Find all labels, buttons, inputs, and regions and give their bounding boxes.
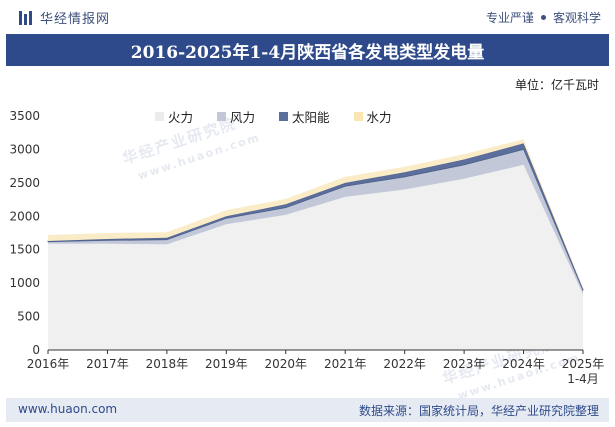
x-tick-label: 2021年 — [324, 357, 367, 371]
legend-label-thermal: 火力 — [168, 110, 194, 125]
x-tick-label: 2024年 — [502, 357, 545, 371]
tagline-dot-icon — [540, 15, 546, 20]
x-tick-label: 2023年 — [443, 357, 486, 371]
y-tick-label: 1500 — [9, 243, 40, 257]
legend-item-solar[interactable]: 太阳能 — [279, 107, 330, 126]
x-tick-label: 1-4月 — [567, 372, 599, 386]
area-thermal — [48, 164, 583, 350]
tagline: 专业严谨 客观科学 — [486, 9, 601, 26]
x-tick-label: 2019年 — [205, 357, 248, 371]
legend: 火力 风力 太阳能 水力 — [155, 107, 416, 126]
legend-swatch-thermal — [155, 112, 164, 121]
y-tick-label: 0 — [32, 343, 40, 357]
chart-area: 0 500 1000 1500 2000 2500 3000 3500 2016年 2017年 20… — [9, 109, 605, 386]
x-tick-label: 2020年 — [265, 357, 308, 371]
y-tick-label: 2000 — [9, 209, 40, 223]
legend-item-thermal[interactable]: 火力 — [155, 107, 193, 126]
unit-label: 单位：亿千瓦时 — [514, 78, 599, 92]
legend-label-wind: 风力 — [230, 110, 256, 125]
x-tick-label: 2017年 — [86, 357, 129, 371]
brand-logo-icon — [19, 10, 32, 25]
tagline-right: 客观科学 — [552, 11, 601, 25]
y-tick-label: 3500 — [9, 109, 40, 123]
title-bar: 2016-2025年1-4月陕西省各发电类型发电量 — [6, 34, 609, 66]
chart-title: 2016-2025年1-4月陕西省各发电类型发电量 — [130, 42, 485, 63]
tagline-left: 专业严谨 — [485, 11, 534, 25]
legend-item-hydro[interactable]: 水力 — [353, 107, 392, 126]
legend-label-solar: 太阳能 — [292, 110, 330, 125]
legend-swatch-solar — [279, 112, 289, 121]
brand-name: 华经情报网 — [40, 12, 111, 27]
footer-url[interactable]: www.huaon.com — [18, 402, 118, 416]
legend-item-wind[interactable]: 风力 — [217, 107, 255, 126]
y-tick-label: 1000 — [9, 276, 40, 290]
x-tick-label: 2018年 — [146, 357, 189, 371]
legend-label-hydro: 水力 — [366, 110, 392, 125]
legend-swatch-wind — [217, 112, 227, 121]
legend-swatch-hydro — [353, 112, 363, 121]
footer: www.huaon.com 数据来源：国家统计局，华经产业研究院整理 — [6, 398, 609, 422]
x-tick-label: 2016年 — [27, 357, 70, 371]
x-tick-label: 2025年 — [562, 357, 605, 371]
y-tick-label: 2500 — [9, 176, 40, 190]
brand[interactable]: 华经情报网 — [18, 8, 110, 27]
y-tick-label: 3000 — [9, 142, 40, 156]
y-tick-label: 500 — [17, 310, 40, 324]
footer-source: 数据来源：国家统计局，华经产业研究院整理 — [358, 404, 599, 418]
top-bar: 华经情报网 专业严谨 客观科学 — [0, 0, 615, 34]
area-hydro — [48, 139, 583, 290]
x-tick-label: 2022年 — [383, 357, 426, 371]
